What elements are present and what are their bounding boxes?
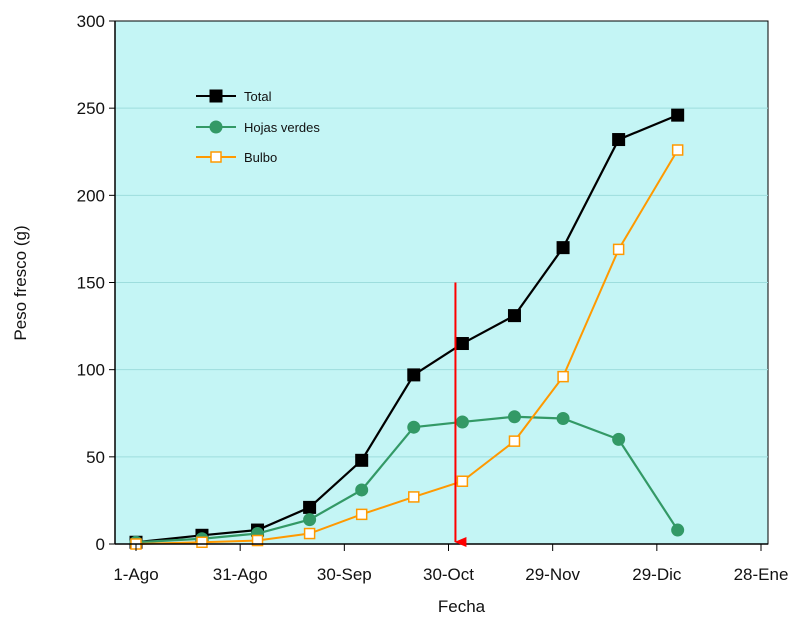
legend-entry-bulbo: Bulbo — [196, 150, 277, 165]
x-tick-label-1-ago: 1-Ago — [113, 565, 158, 584]
x-tick-label-30-oct: 30-Oct — [423, 565, 474, 584]
legend-label-bulbo: Bulbo — [244, 150, 277, 165]
data-point-total-9 — [612, 133, 626, 147]
y-tick-label-200: 200 — [77, 186, 105, 205]
data-point-bulbo-3 — [303, 527, 316, 540]
legend-marker-hojas-verdes — [209, 120, 223, 134]
data-point-bulbo-10 — [671, 144, 684, 156]
data-point-total-8 — [556, 241, 570, 255]
legend-entry-total: Total — [196, 89, 272, 104]
data-point-hojas-verdes-5 — [407, 420, 421, 434]
x-tick-label-30-sep: 30-Sep — [317, 565, 372, 584]
y-axis-title: Peso fresco (g) — [11, 225, 30, 340]
data-point-total-6 — [455, 337, 469, 351]
data-point-bulbo-7 — [508, 435, 521, 447]
y-tick-label-250: 250 — [77, 99, 105, 118]
data-point-total-5 — [407, 368, 421, 382]
data-point-hojas-verdes-4 — [355, 483, 369, 497]
tick-labels: 0 50 100 150 200 250 300 1-Ago 31-Ago 30-Sep 30-Oc… — [77, 12, 789, 584]
data-point-hojas-verdes-3 — [303, 513, 317, 527]
x-tick-label-29-dic: 29-Dic — [632, 565, 682, 584]
data-point-hojas-verdes-8 — [556, 411, 570, 425]
y-tick-label-0: 0 — [96, 535, 105, 554]
legend-label-total: Total — [244, 89, 272, 104]
y-tick-label-300: 300 — [77, 12, 105, 31]
data-point-hojas-verdes-9 — [612, 432, 626, 446]
data-point-hojas-verdes-10 — [671, 523, 685, 537]
x-axis-title: Fecha — [438, 597, 486, 616]
data-point-hojas-verdes-6 — [455, 415, 469, 429]
legend-entry-hojas-verdes: Hojas verdes — [196, 120, 320, 135]
y-tick-label-50: 50 — [86, 448, 105, 467]
data-point-total-4 — [355, 453, 369, 467]
legend-marker-total — [209, 89, 223, 103]
series-layer — [129, 108, 685, 550]
gridlines — [115, 107, 768, 458]
series-bulbo — [130, 144, 684, 550]
data-point-hojas-verdes-7 — [507, 410, 521, 424]
y-tick-label-100: 100 — [77, 361, 105, 380]
x-tick-label-28-ene: 28-Ene — [734, 565, 789, 584]
data-point-bulbo-4 — [355, 508, 368, 521]
legend: Total Hojas verdes Bulbo — [196, 89, 320, 165]
legend-marker-bulbo — [210, 151, 222, 163]
data-point-bulbo-5 — [408, 491, 420, 503]
data-point-total-10 — [671, 108, 685, 122]
data-point-total-7 — [507, 309, 521, 323]
data-point-bulbo-9 — [612, 243, 625, 256]
data-point-bulbo-6 — [456, 475, 469, 487]
data-point-total-3 — [303, 500, 317, 514]
legend-label-hojas-verdes: Hojas verdes — [244, 120, 320, 135]
y-tick-label-150: 150 — [77, 274, 105, 293]
data-point-bulbo-2 — [251, 534, 264, 547]
x-tick-label-29-nov: 29-Nov — [525, 565, 580, 584]
x-tick-label-31-ago: 31-Ago — [213, 565, 268, 584]
data-point-bulbo-8 — [557, 370, 569, 383]
data-point-bulbo-1 — [196, 536, 208, 549]
